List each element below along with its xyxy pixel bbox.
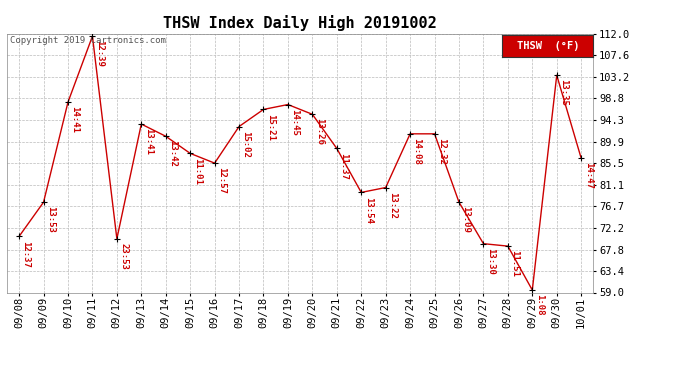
Text: 1:08: 1:08 (535, 294, 544, 316)
Text: 14:45: 14:45 (290, 109, 299, 136)
Text: 13:09: 13:09 (462, 206, 471, 233)
Text: 13:26: 13:26 (315, 118, 324, 146)
Text: 13:22: 13:22 (388, 192, 397, 219)
Text: 15:02: 15:02 (241, 130, 250, 158)
Text: 11:01: 11:01 (193, 158, 201, 184)
Text: 23:53: 23:53 (119, 243, 128, 270)
Text: 12:39: 12:39 (95, 40, 104, 67)
Text: Copyright 2019 Cartronics.com: Copyright 2019 Cartronics.com (10, 36, 166, 45)
Text: 12:32: 12:32 (437, 138, 446, 165)
Text: 13:42: 13:42 (168, 141, 177, 167)
Text: 12:57: 12:57 (217, 167, 226, 194)
Text: 13:54: 13:54 (364, 196, 373, 223)
Title: THSW Index Daily High 20191002: THSW Index Daily High 20191002 (164, 15, 437, 31)
Text: 13:30: 13:30 (486, 248, 495, 275)
Text: 15:21: 15:21 (266, 114, 275, 141)
Text: 14:41: 14:41 (70, 106, 79, 133)
Text: 13:35: 13:35 (559, 80, 568, 106)
Text: 14:47: 14:47 (584, 162, 593, 189)
Text: 11:37: 11:37 (339, 153, 348, 180)
Text: 12:37: 12:37 (21, 240, 30, 267)
Text: 13:53: 13:53 (46, 206, 55, 233)
Text: 11:51: 11:51 (511, 250, 520, 277)
Text: 14:08: 14:08 (413, 138, 422, 165)
Text: 13:41: 13:41 (144, 128, 152, 155)
